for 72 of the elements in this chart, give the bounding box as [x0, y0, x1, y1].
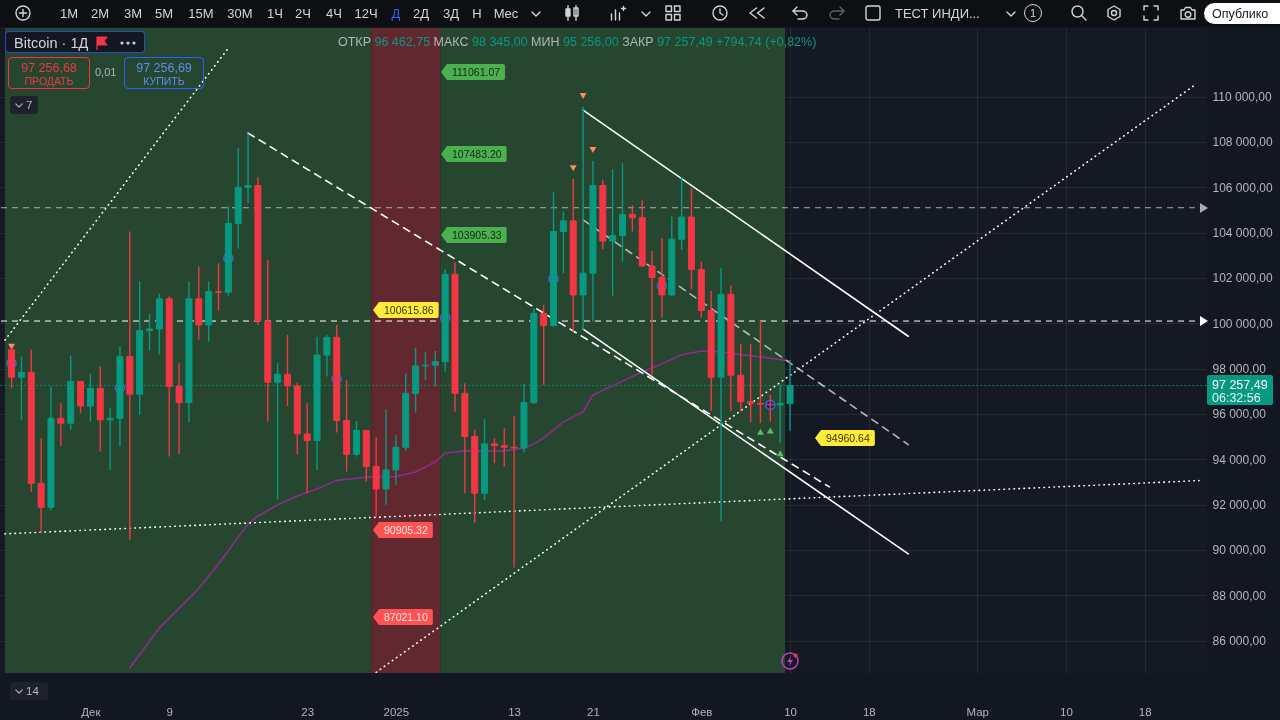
annotation: 111061.07	[452, 65, 501, 80]
annotation: 100615.86	[384, 303, 434, 318]
toggle-button: 7	[10, 96, 38, 114]
annotation: 97 256,68	[20, 61, 78, 75]
x-tick-label: Фев	[691, 705, 713, 718]
y-tick-label: 100 000,00	[1212, 316, 1273, 331]
y-tick-label: 92 000,00	[1212, 498, 1267, 513]
annotation: 94960.64	[826, 431, 870, 446]
buy-button: 97 256,69 КУПИТЬ	[124, 57, 204, 89]
toggle-button: 14	[10, 682, 48, 700]
x-tick-label: 23	[301, 705, 315, 718]
x-tick-label: 2025	[383, 705, 410, 718]
y-tick-label: 94 000,00	[1212, 452, 1267, 467]
text: Мес	[493, 6, 519, 21]
annotation: 90905.32	[384, 523, 428, 538]
text: 3Д	[442, 6, 460, 21]
price-tag: 103905.33	[441, 227, 507, 243]
y-tick-label: 102 000,00	[1212, 271, 1273, 286]
publish-button: Опублико	[1204, 3, 1280, 24]
text: 1Ч	[267, 6, 283, 21]
annotation: КУПИТЬ	[142, 75, 186, 87]
price-tag: 97 257,49 06:32:56	[1207, 375, 1273, 406]
text: 1	[1024, 4, 1042, 22]
legend-frame: Bitcoin · 1Д	[5, 31, 146, 53]
y-tick-label: 110 000,00	[1212, 90, 1272, 105]
x-tick-label: 18	[862, 705, 876, 718]
text: 12Ч	[354, 6, 378, 21]
price-tag: 111061.07	[441, 64, 506, 80]
ref-line-label: 97 257,49	[1212, 378, 1268, 393]
price-tag: 90905.32	[373, 522, 433, 538]
sell-button: 97 256,68 ПРОДАТЬ	[8, 57, 90, 89]
x-tick-label: Мар	[966, 705, 989, 718]
text: 2Ч	[295, 6, 311, 21]
annotation: 7	[26, 99, 33, 112]
text: 1М	[59, 6, 79, 21]
text: 5М	[154, 6, 174, 21]
text: Д	[391, 6, 401, 21]
text: ТЕСТ ИНДИ...	[895, 6, 980, 21]
y-tick-label: 88 000,00	[1212, 588, 1267, 603]
x-tick-label: 10	[1060, 705, 1073, 718]
y-tick-label: 90 000,00	[1212, 543, 1267, 558]
y-tick-label: 96 000,00	[1212, 407, 1267, 422]
x-tick-label: 10	[784, 705, 797, 718]
annotation: ПРОДАТЬ	[23, 75, 75, 87]
price-tag: 107483.20	[441, 146, 507, 162]
text: 3М	[123, 6, 143, 21]
text: 2М	[90, 6, 110, 21]
y-tick-label: 104 000,00	[1212, 226, 1273, 241]
text: 2Д	[412, 6, 430, 21]
y-tick-label: 86 000,00	[1212, 634, 1267, 649]
annotation: 0,01	[95, 66, 117, 78]
x-tick-label: 18	[1138, 705, 1152, 718]
y-tick-label: 108 000,00	[1212, 135, 1273, 150]
price-tag: 100615.86	[373, 302, 439, 318]
x-tick-label: 21	[587, 705, 600, 718]
annotation: 97 256,69	[135, 61, 193, 75]
chart-title: Bitcoin · 1Д	[14, 34, 89, 51]
x-tick-label: 13	[508, 705, 522, 718]
price-tag: 94960.64	[815, 430, 875, 446]
annotation: 87021.10	[384, 610, 428, 625]
annotation: 107483.20	[452, 147, 502, 162]
x-tick-label: Дек	[81, 705, 102, 718]
y-tick-label: 98 000,00	[1212, 362, 1267, 377]
text: Н	[472, 6, 482, 21]
annotation: 103905.33	[452, 228, 502, 243]
text: ОТКР 96 462,75 МАКС 98 345,00 МИН 95 256,00 ЗАКР 97 257,49 +794,74 (+0,82%)	[338, 35, 817, 49]
x-tick-label: 9	[166, 705, 173, 718]
text: 30М	[227, 6, 253, 21]
price-tag: 87021.10	[373, 609, 433, 625]
text: 15М	[188, 6, 214, 21]
text: 4Ч	[326, 6, 342, 21]
y-tick-label: 106 000,00	[1212, 180, 1273, 195]
